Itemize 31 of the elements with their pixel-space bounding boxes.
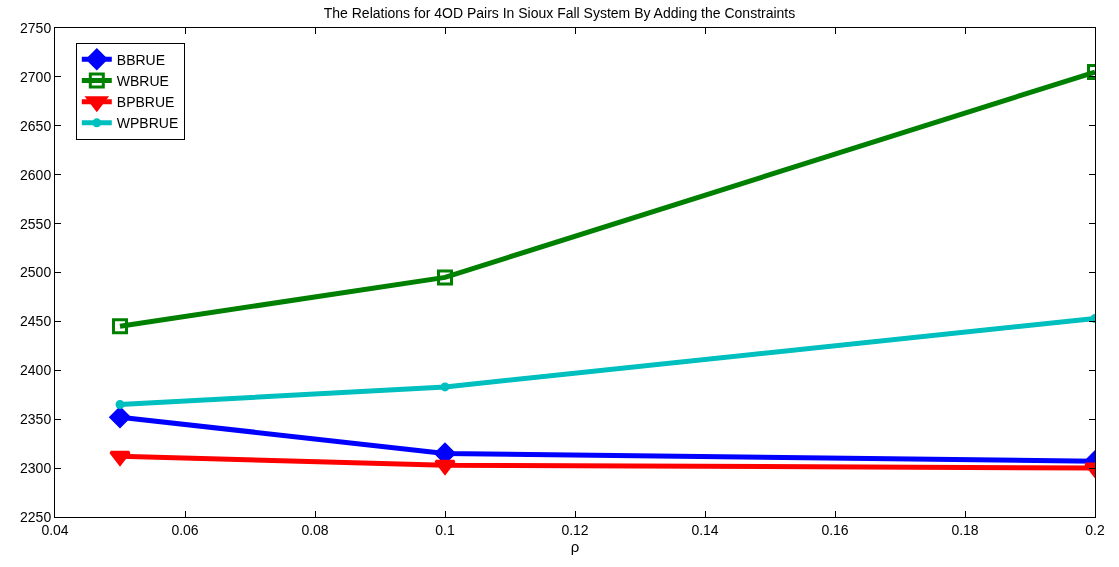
x-tick-label: 0.06 bbox=[171, 521, 199, 538]
x-tick-label: 0.1 bbox=[435, 521, 455, 538]
x-axis-title: ρ bbox=[570, 537, 580, 555]
x-tick-label: 0.12 bbox=[561, 521, 589, 538]
x-tick-label: 0.08 bbox=[301, 521, 329, 538]
y-tick-label: 2450 bbox=[20, 313, 52, 330]
y-tick-label: 2300 bbox=[20, 460, 52, 476]
legend-label: WBRUE bbox=[116, 72, 169, 89]
y-tick-label: 2350 bbox=[20, 411, 52, 428]
y-tick-label: 2500 bbox=[20, 264, 52, 281]
x-tick-label: 0.14 bbox=[691, 521, 719, 538]
y-tick-label: 2600 bbox=[20, 166, 52, 183]
point bbox=[112, 318, 128, 335]
point bbox=[437, 269, 453, 286]
point bbox=[440, 382, 450, 392]
point bbox=[109, 406, 131, 428]
y-tick-label: 2650 bbox=[20, 117, 52, 134]
y-tick-label: 2700 bbox=[20, 68, 52, 85]
x-tick-label: 0.18 bbox=[951, 521, 979, 538]
legend-label: BBRUE bbox=[116, 51, 166, 68]
y-tick-label: 2750 bbox=[20, 19, 52, 36]
point bbox=[109, 450, 131, 466]
x-tick-label: 0.2 bbox=[1085, 521, 1105, 538]
chart-title: The Relations for 4OD Pairs In Sioux Fall System By Adding the Constraints bbox=[323, 5, 796, 22]
legend-label: BPBRUE bbox=[116, 94, 175, 111]
y-tick-label: 2550 bbox=[20, 215, 52, 232]
x-tick-label: 0.16 bbox=[821, 521, 849, 538]
point bbox=[115, 400, 125, 410]
point bbox=[434, 459, 456, 475]
y-tick-label: 2400 bbox=[20, 362, 52, 379]
legend-label: WPBRUE bbox=[116, 115, 179, 132]
